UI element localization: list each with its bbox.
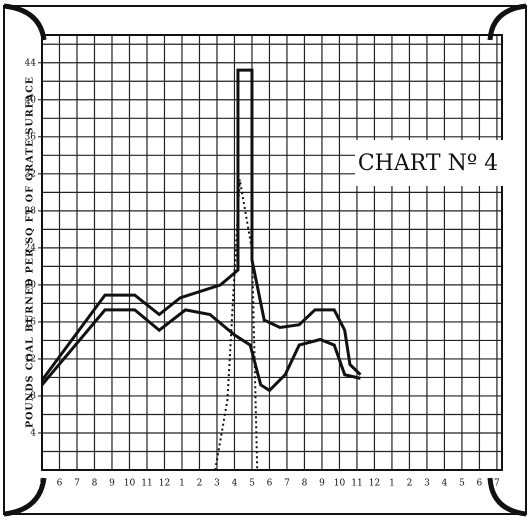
plot-border <box>41 34 503 471</box>
y-tick-label: 28 <box>25 206 37 216</box>
x-tick-label: 10 <box>124 479 136 489</box>
y-tick-label: 24 <box>25 243 37 253</box>
x-tick-label: 7 <box>74 479 80 489</box>
y-tick-label: 12 <box>25 354 36 364</box>
x-tick-label: 6 <box>57 479 63 489</box>
frame <box>3 5 527 515</box>
x-tick-label: 3 <box>214 479 220 489</box>
y-tick-label: 40 <box>25 95 37 105</box>
y-tick-label: 20 <box>25 280 37 290</box>
line <box>40 308 361 393</box>
x-tick-label: 1 <box>179 479 185 489</box>
x-tick-label: 5 <box>39 479 45 489</box>
x-tick-label: 5 <box>459 479 465 489</box>
x-tick-label: 1 <box>389 479 395 489</box>
title-box <box>355 140 503 186</box>
line <box>40 68 362 382</box>
x-tick-label: 2 <box>197 479 203 489</box>
x-tick-label: 7 <box>284 479 290 489</box>
x-tick-label: 10 <box>334 479 346 489</box>
y-axis-label: POUNDS COAL BURNED PER SQ FT OF GRATE SU… <box>25 76 36 428</box>
x-tick-label: 2 <box>407 479 413 489</box>
x-tick-label: 6 <box>477 479 483 489</box>
x-tick-label: 11 <box>351 479 362 489</box>
x-tick-label: 3 <box>424 479 430 489</box>
y-tick-label: 44 <box>25 58 37 68</box>
x-tick-label: 11 <box>141 479 152 489</box>
dotted-line <box>214 179 259 471</box>
x-tick-label: 12 <box>159 479 170 489</box>
y-tick-label: 8 <box>30 391 36 401</box>
x-tick-label: 9 <box>319 479 325 489</box>
x-tick-label: 4 <box>232 479 238 489</box>
chart-title: CHART Nº 4 <box>358 151 498 176</box>
x-tick-label: 12 <box>369 479 380 489</box>
plot-area: 5 6 7 8 9 10 11 12 1 2 3 4 5 6 7 8 9 10 11 12 1 2 3 4 5 6 74812162… <box>25 34 503 489</box>
y-tick-label: 32 <box>25 169 36 179</box>
x-tick-label: 6 <box>267 479 273 489</box>
x-tick-label: 5 <box>249 479 255 489</box>
x-tick-label: 8 <box>302 479 308 489</box>
y-tick-label: 4 <box>30 428 36 438</box>
y-tick-label: 16 <box>25 317 37 327</box>
y-tick-label: 36 <box>25 132 37 142</box>
x-tick-label: 8 <box>92 479 98 489</box>
x-tick-label: 7 <box>494 479 500 489</box>
x-tick-label: 9 <box>109 479 115 489</box>
x-tick-label: 4 <box>442 479 448 489</box>
corner-ornament <box>3 3 527 517</box>
